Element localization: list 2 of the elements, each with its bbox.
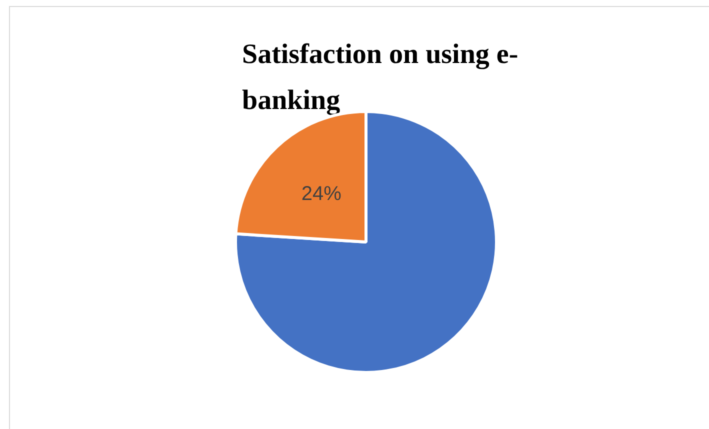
chart-title: Satisfaction on using e-banking xyxy=(242,38,520,118)
data-label: 24% xyxy=(301,182,342,205)
